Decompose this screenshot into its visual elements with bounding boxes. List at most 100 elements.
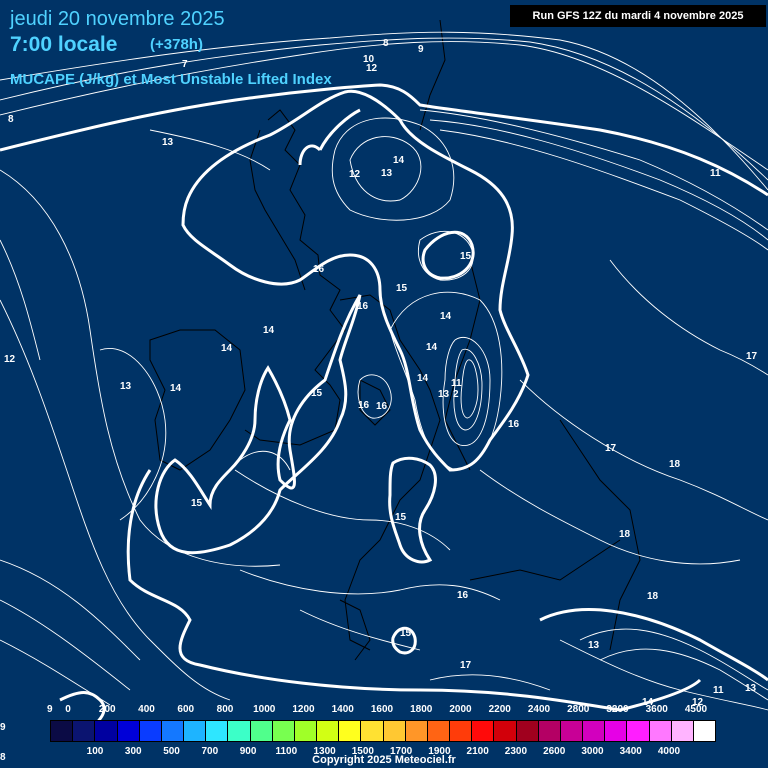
contour-label: 11 <box>710 168 721 179</box>
scale-label-bottom: 1900 <box>428 746 451 757</box>
contour-label: 14 <box>417 373 429 384</box>
scale-label-bottom: 1300 <box>313 746 336 757</box>
scale-swatch <box>693 721 716 741</box>
contour-label: 14 <box>221 343 233 354</box>
contour-label: 16 <box>508 419 520 430</box>
contour-label: 12 <box>4 354 16 365</box>
scale-label-top: 1800 <box>410 704 433 715</box>
forecast-lead: (+378h) <box>150 36 203 53</box>
scale-swatch <box>272 721 295 741</box>
contour-label: 17 <box>460 660 472 671</box>
scale-label-top: 2400 <box>527 704 551 715</box>
copyright: Copyright 2025 Meteociel.fr <box>312 754 456 766</box>
scale-swatch <box>184 721 207 741</box>
scale-swatch <box>627 721 650 741</box>
scale-swatch <box>583 721 606 741</box>
contour-label: 9 <box>0 722 6 733</box>
scale-label-top: 2200 <box>488 704 511 715</box>
contour-label: 14 <box>393 155 405 166</box>
scale-swatch <box>494 721 517 741</box>
scale-swatch <box>427 721 451 741</box>
contour-label: 8 <box>383 38 389 49</box>
scale-swatch <box>161 721 185 741</box>
scale-label-bottom: 100 <box>86 746 104 757</box>
scale-label-bottom: 2100 <box>466 746 489 757</box>
contour-label: 16 <box>357 301 369 312</box>
scale-swatch <box>671 721 694 741</box>
scale-swatch <box>560 721 584 741</box>
contour-label: 13 <box>588 640 600 651</box>
scale-label-bottom: 1100 <box>275 746 298 757</box>
scale-swatch <box>405 721 428 741</box>
scale-swatch <box>317 721 340 741</box>
forecast-date: jeudi 20 novembre 2025 <box>10 8 225 30</box>
contour-label: 12 <box>692 697 704 708</box>
scale-label-top: 400 <box>138 704 155 715</box>
contour-label: 15 <box>460 251 472 262</box>
contour-label: 15 <box>311 388 323 399</box>
scale-label-bottom: 300 <box>124 746 142 757</box>
scale-swatch <box>117 721 140 741</box>
contour-label: 18 <box>669 459 681 470</box>
scale-swatch <box>339 721 362 741</box>
contour-label: 15 <box>400 628 412 639</box>
scale-swatch <box>472 721 495 741</box>
contour-label: 14 <box>263 325 275 336</box>
scale-label-bottom: 3000 <box>581 746 604 757</box>
scale-label-bottom: 700 <box>201 746 219 757</box>
contour-label: 13 <box>438 389 450 400</box>
scale-swatch <box>206 721 229 741</box>
contour-label: 18 <box>619 529 631 540</box>
scale-swatch <box>294 721 318 741</box>
contour-label: 16 <box>358 400 370 411</box>
contour-label: 14 <box>642 697 654 708</box>
scale-swatch <box>95 721 118 741</box>
contour-label: 13 <box>381 168 393 179</box>
scale-label-top: 4500 <box>684 704 708 715</box>
contour-label: 13 <box>120 381 132 392</box>
scale-swatch <box>649 721 672 741</box>
contour-label: 9 <box>47 704 53 715</box>
scale-label-top: 200 <box>98 704 116 715</box>
contour-label: 15 <box>396 283 408 294</box>
scale-swatch <box>228 721 251 741</box>
scale-swatch <box>605 721 628 741</box>
scale-label-top: 2000 <box>449 704 472 715</box>
contour-label: 10 <box>363 54 375 65</box>
scale-label-bottom: 4000 <box>657 746 681 757</box>
scale-swatch <box>538 721 561 741</box>
contour-label: 9 <box>418 44 424 55</box>
parameter-title: MUCAPE (J/kg) et Most Unstable Lifted In… <box>10 71 332 88</box>
contour-label: 2 <box>453 389 459 400</box>
contour-label: 11 <box>713 685 724 696</box>
forecast-time: 7:00 locale <box>10 33 118 56</box>
scale-label-top: 1400 <box>331 704 354 715</box>
thick-isolines <box>0 83 768 732</box>
contour-label: 7 <box>182 59 188 70</box>
scale-label-bottom: 2600 <box>543 746 566 757</box>
scale-label-bottom: 900 <box>239 746 257 757</box>
contour-label: 11 <box>451 378 462 389</box>
scale-swatch <box>516 721 539 741</box>
contour-label: 18 <box>647 591 659 602</box>
contour-label: 8 <box>8 114 14 125</box>
scale-label-top: 3600 <box>645 704 668 715</box>
scale-label-bottom: 2300 <box>504 746 528 757</box>
contour-label-group: 8 9 10 12 7 8 13 14 12 13 11 15 16 15 16… <box>0 38 758 763</box>
scale-label-top: 3200 <box>606 704 629 715</box>
scale-swatch <box>73 721 96 741</box>
scale-label-bottom: 1500 <box>351 746 374 757</box>
scale-label-top: 2800 <box>567 704 590 715</box>
contour-label: 14 <box>426 342 438 353</box>
contour-label: 8 <box>0 752 6 763</box>
contour-label: 12 <box>349 169 361 180</box>
contour-label: 12 <box>366 63 378 74</box>
color-scale <box>50 720 716 742</box>
contour-label: 17 <box>746 351 758 362</box>
scale-swatch <box>51 721 74 741</box>
scale-label-bottom: 500 <box>163 746 180 757</box>
contour-label: 17 <box>605 443 617 454</box>
scale-swatch <box>139 721 162 741</box>
scale-label-top: 800 <box>216 704 234 715</box>
